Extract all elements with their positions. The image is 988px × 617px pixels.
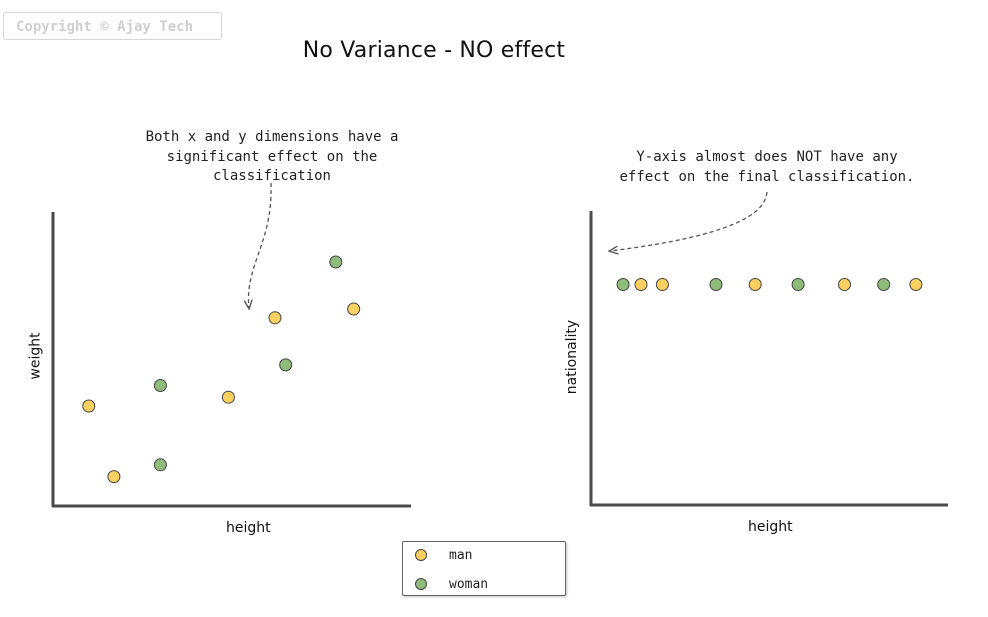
legend: man woman — [402, 541, 566, 596]
right-plot-point-man-3 — [838, 278, 851, 291]
legend-item-woman: woman — [415, 574, 488, 594]
diagram-title: No Variance - NO effect — [302, 38, 566, 63]
left-plot-ylabel: weight — [27, 332, 44, 380]
left-plot-point-woman-0 — [153, 379, 167, 392]
right-plot-point-man-4 — [909, 278, 923, 291]
annotation-left: Both x and y dimensions have a significa… — [145, 129, 399, 184]
right-plot-point-man-0 — [634, 278, 648, 291]
legend-label-woman: woman — [449, 576, 489, 592]
right-plot-point-woman-2 — [791, 278, 805, 291]
right-annotation-arrow — [610, 191, 768, 251]
left-plot-point-man-1 — [107, 470, 121, 484]
left-plot-point-man-3 — [268, 311, 282, 325]
legend-label-man: man — [449, 547, 473, 563]
right-plot-point-man-1 — [655, 278, 669, 291]
right-plot-xlabel: height — [748, 519, 793, 535]
copyright-watermark: Copyright © Ajay Tech — [3, 12, 222, 40]
legend-swatch-woman — [415, 578, 427, 590]
left-plot-xlabel: height — [226, 520, 271, 536]
annotation-right: Y-axis almost does NOT have any effect o… — [619, 149, 915, 185]
right-plot-point-man-2 — [748, 278, 762, 291]
right-plot-point-woman-3 — [877, 278, 891, 291]
left-plot-point-woman-3 — [329, 255, 343, 269]
right-plot-point-woman-0 — [616, 278, 630, 291]
left-plot-point-woman-2 — [279, 358, 293, 372]
left-annotation-arrow — [248, 182, 272, 308]
left-plot-point-man-4 — [347, 302, 361, 316]
legend-swatch-man — [415, 549, 427, 561]
left-plot-point-man-2 — [221, 390, 235, 404]
right-plot-point-woman-1 — [709, 278, 723, 291]
left-plot-point-woman-1 — [153, 458, 167, 472]
left-plot-point-man-0 — [82, 399, 96, 413]
legend-item-man: man — [415, 545, 472, 565]
right-plot-ylabel: nationality — [564, 319, 581, 395]
